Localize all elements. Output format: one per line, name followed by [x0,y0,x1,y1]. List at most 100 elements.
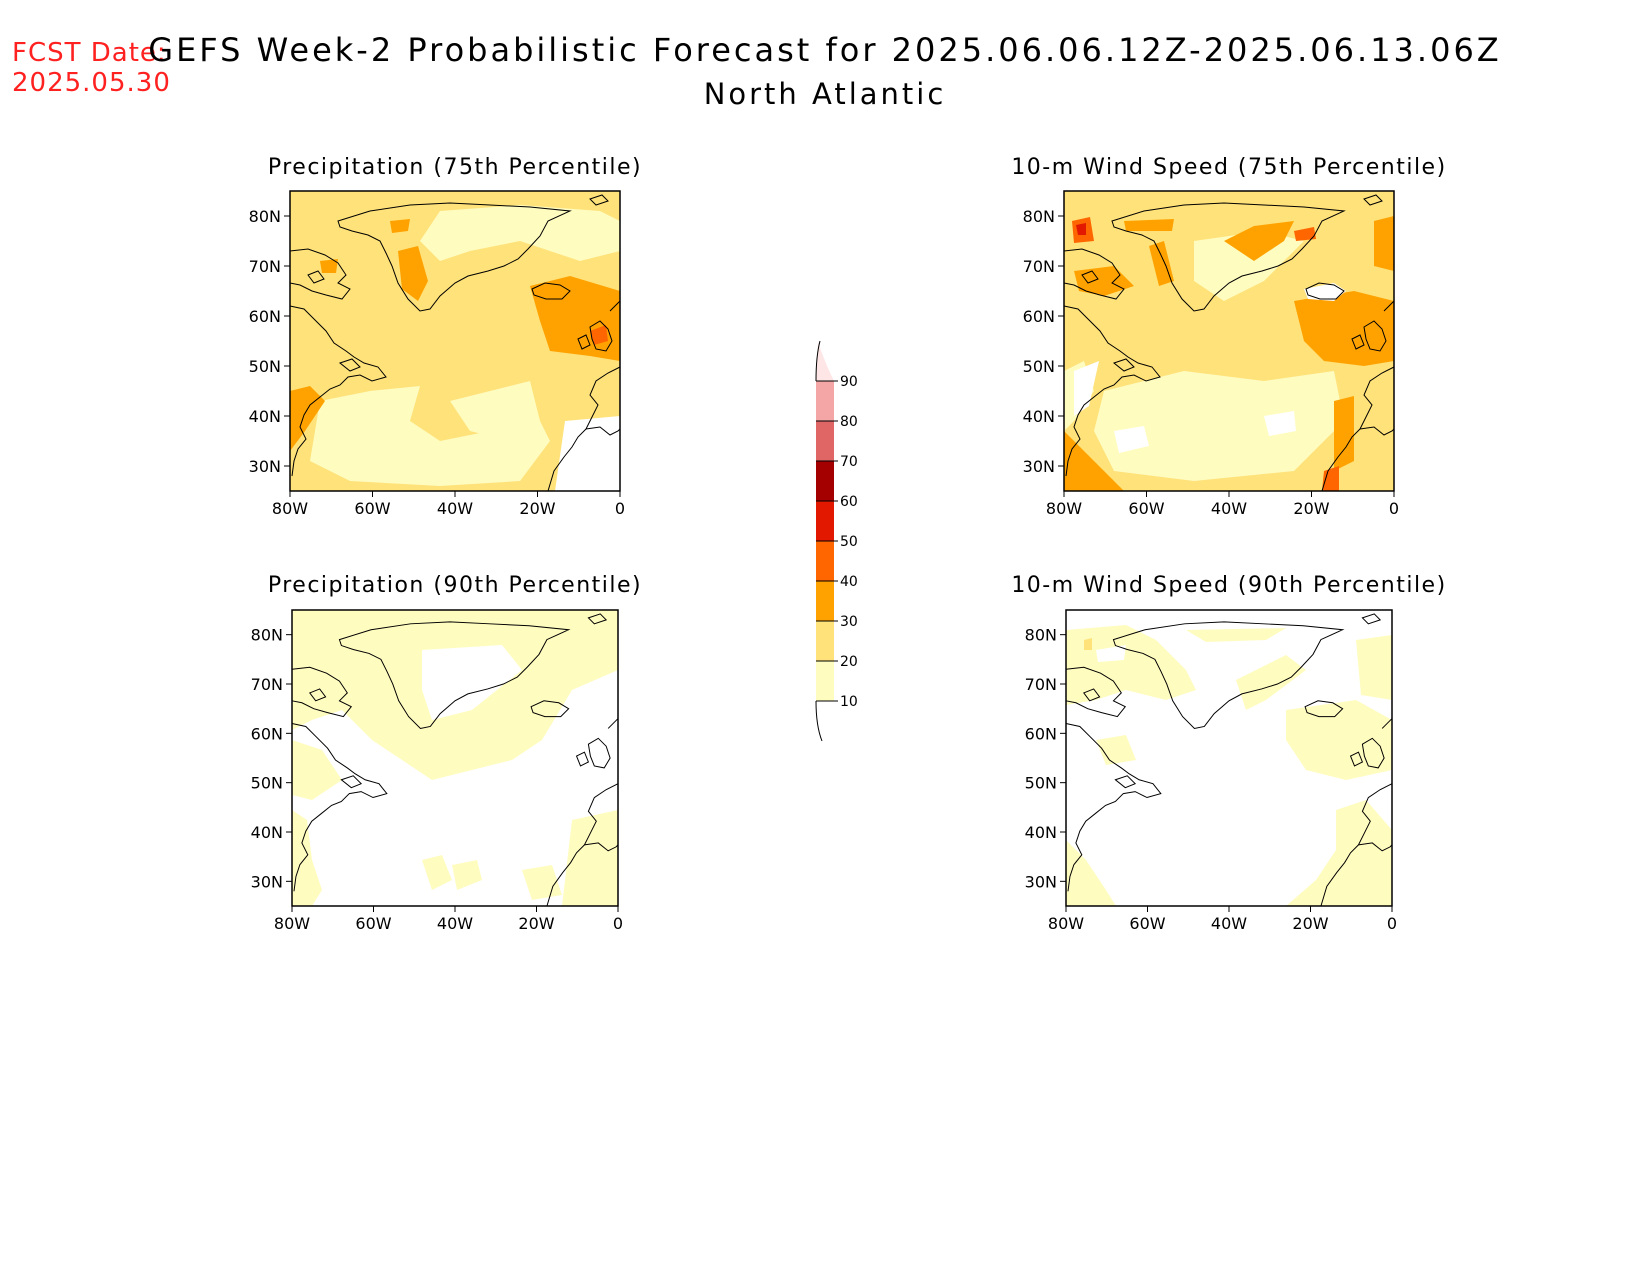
lat-tick-label: 60N [251,724,283,743]
shade-20 [1096,735,1136,765]
shade-30 [1149,241,1174,286]
lon-tick-label: 60W [354,499,390,518]
lon-tick-label: 40W [1211,499,1247,518]
shade-20 [522,865,562,900]
lat-tick-label: 80N [251,626,283,645]
colorbar-segment [816,581,834,621]
shade-none [555,416,620,491]
colorbar-top-edge [815,340,821,382]
lon-tick-label: 80W [1046,499,1082,518]
lon-tick-label: 80W [274,914,310,933]
lat-tick-label: 50N [1023,357,1055,376]
lat-tick-label: 30N [251,872,283,891]
shade-30 [398,246,428,301]
colorbar-label: 10 [840,694,858,710]
colorbar-label: 40 [840,574,858,590]
axis-labels-layer: Precipitation (75th Percentile) 80N 70N 60N… [249,155,1446,933]
shade-50 [1076,223,1086,235]
shade-20 [1286,800,1392,906]
shade-20 [450,381,540,441]
shade-20 [1186,628,1286,642]
panel-wind-75 [1063,190,1395,492]
colorbar-label: 50 [840,534,858,550]
panel-title: Precipitation (90th Percentile) [268,573,642,598]
shade-20 [1236,655,1306,710]
colorbar-label: 70 [840,454,858,470]
colorbar-top-cap [816,341,834,381]
lat-tick-label: 50N [249,357,281,376]
shade-30 [1334,396,1354,471]
page-title: GEFS Week-2 Probabilistic Forecast for 2… [148,31,1502,69]
lon-tick-label: 60W [1128,499,1164,518]
lon-tick-label: 60W [1129,914,1165,933]
shade-30 [1224,221,1294,261]
shade-none [1074,361,1099,416]
lat-tick-label: 60N [249,307,281,326]
lon-tick-label: 20W [519,499,555,518]
forecast-date-label: FCST Date: 2025.05.30 [12,38,171,98]
shade-30 [290,386,325,451]
colorbar-segment [816,661,834,701]
shade-20 [422,855,452,890]
shade-20 [1194,231,1304,301]
lat-tick-label: 80N [1023,207,1055,226]
shade-30 [1064,431,1124,491]
shade-none [1304,283,1346,301]
colorbar-segment [816,541,834,581]
lon-tick-label: 40W [437,914,473,933]
shade-20 [292,810,322,906]
panel-precip-90 [291,609,619,907]
lat-tick-label: 50N [1025,774,1057,793]
shade-40 [590,325,608,345]
shade-20 [1066,840,1116,906]
shade-none [1114,426,1149,453]
colorbar-label: 60 [840,494,858,510]
shade-20 [452,860,482,890]
shade-30 [320,259,338,273]
shade-20 [1066,625,1196,705]
page-subtitle: North Atlantic [703,77,947,111]
shade-30 [390,219,410,233]
lat-tick-label: 40N [1023,407,1055,426]
lat-tick-label: 70N [1025,675,1057,694]
panel-title: 10-m Wind Speed (75th Percentile) [1011,155,1446,180]
colorbar-segment [816,621,834,661]
colorbar: 10 20 30 40 50 60 70 80 90 [815,340,858,742]
lat-tick-label: 40N [1025,823,1057,842]
lon-tick-label: 40W [437,499,473,518]
lat-tick-label: 30N [1023,457,1055,476]
shade-30 [1124,219,1174,231]
shade-30 [1084,638,1092,650]
colorbar-segment [816,421,834,461]
lat-tick-label: 40N [249,407,281,426]
shade-20 [310,386,550,486]
lat-tick-label: 50N [251,774,283,793]
panel-title: 10-m Wind Speed (90th Percentile) [1011,573,1446,598]
lon-tick-label: 0 [613,914,623,933]
colorbar-segment [816,501,834,541]
lon-tick-label: 40W [1211,914,1247,933]
lat-tick-label: 40N [251,823,283,842]
colorbar-label: 30 [840,614,858,630]
colorbar-segment [816,461,834,501]
lon-tick-label: 0 [615,499,625,518]
shade-20 [420,205,620,261]
lat-tick-label: 30N [1025,872,1057,891]
shade-40 [1294,227,1316,241]
lat-tick-label: 70N [249,257,281,276]
shade-20 [292,740,342,800]
colorbar-label: 20 [840,654,858,670]
shade-20 [562,810,618,906]
lat-tick-label: 60N [1025,724,1057,743]
lon-tick-label: 80W [272,499,308,518]
panel-precip-75 [289,190,621,492]
lon-tick-label: 20W [518,914,554,933]
lat-tick-label: 60N [1023,307,1055,326]
lon-tick-label: 20W [1292,914,1328,933]
shade-30 [1374,216,1394,271]
colorbar-label: 80 [840,414,858,430]
lat-tick-label: 80N [1025,626,1057,645]
lon-tick-label: 80W [1048,914,1084,933]
lat-tick-label: 80N [249,207,281,226]
